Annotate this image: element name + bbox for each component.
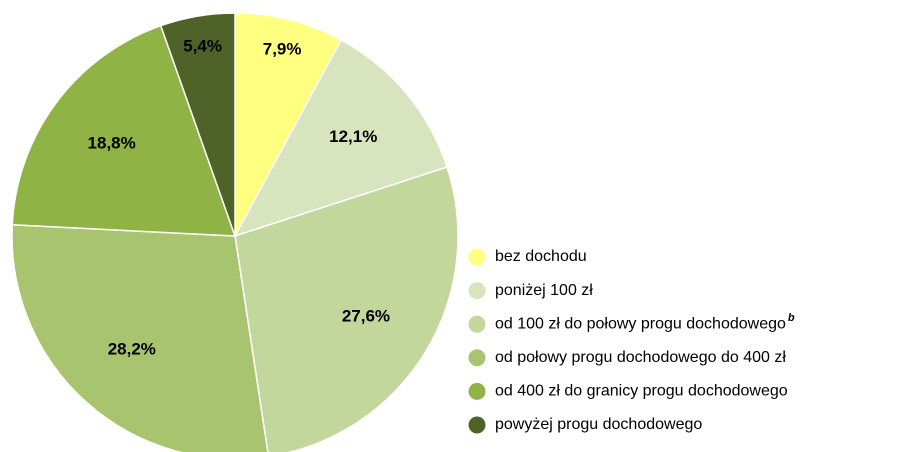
- pie-slice: [233, 38, 449, 238]
- data-label: 12,1%: [329, 127, 377, 146]
- legend-marker: [468, 282, 486, 300]
- pie-slice: [159, 12, 236, 237]
- pie-slice: [234, 12, 343, 237]
- legend-marker: [468, 349, 486, 367]
- data-label: 5,4%: [183, 36, 222, 55]
- data-label: 28,2%: [108, 340, 156, 359]
- legend-marker: [468, 315, 486, 333]
- legend-label: powyżej progu dochodowego: [495, 416, 702, 433]
- data-label: 18,8%: [88, 133, 136, 152]
- legend-marker: [468, 382, 486, 400]
- legend-label: od połowy progu dochodowego do 400 zł: [495, 349, 786, 366]
- data-label: 27,6%: [342, 306, 390, 325]
- legend-marker: [468, 248, 486, 266]
- legend-label: bez dochodu: [495, 248, 587, 265]
- pie-slice: [234, 166, 459, 452]
- legend-label: od 400 zł do granicy progu dochodowego: [495, 383, 788, 400]
- legend-label: poniżej 100 zł: [495, 282, 593, 299]
- pie-slice: [11, 224, 269, 452]
- data-label: 7,9%: [263, 40, 302, 59]
- footnote-mark: b: [788, 312, 795, 324]
- legend-marker: [468, 416, 486, 434]
- legend-label: od 100 zł do połowy progu dochodowego b: [495, 312, 795, 332]
